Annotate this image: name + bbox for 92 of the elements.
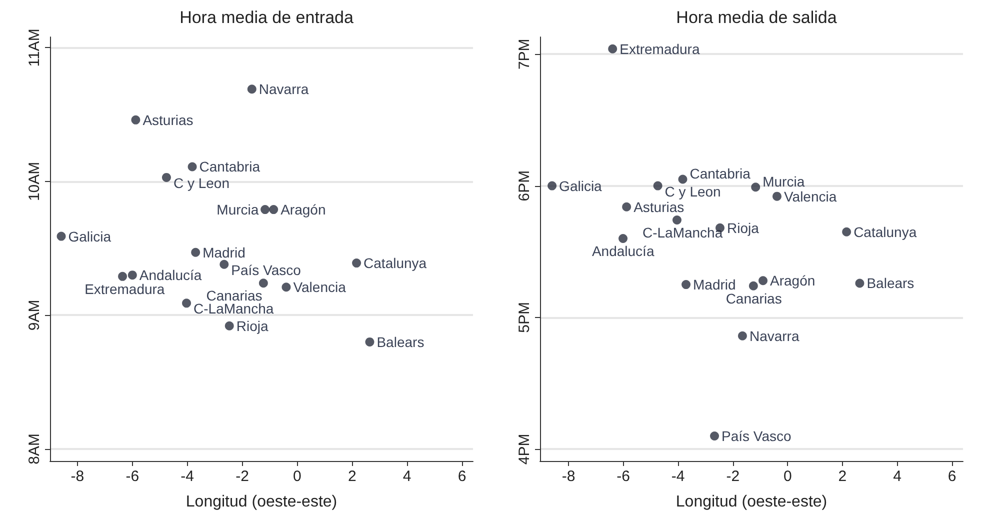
point — [365, 337, 374, 346]
annotation: Balears — [376, 334, 424, 350]
point — [282, 282, 291, 292]
annotation: Cantabria — [199, 158, 260, 175]
annotation: Canarias — [726, 290, 782, 306]
x-tick-label: 2 — [348, 468, 356, 485]
annotation: Madrid — [693, 276, 736, 293]
annotation: Catalunya — [364, 255, 427, 272]
annotation: Asturias — [634, 198, 684, 215]
point — [220, 260, 229, 269]
annotation: Murcia — [762, 174, 805, 190]
x-tick-label: -8 — [562, 468, 576, 485]
point — [56, 232, 66, 241]
annotation: Balears — [866, 275, 914, 292]
annotation: Galicia — [68, 228, 112, 244]
chart-title: Hora media de salida — [676, 8, 838, 27]
x-tick-label: -4 — [671, 468, 685, 485]
y-tick-label: 8AM — [26, 434, 43, 464]
annotation: Valencia — [784, 188, 837, 204]
point — [748, 281, 758, 290]
annotation: Andalucía — [592, 242, 654, 259]
x-tick-label: 4 — [893, 468, 902, 485]
point — [618, 234, 628, 243]
x-tick-label: 2 — [838, 468, 847, 485]
point — [608, 44, 618, 54]
annotation: Aragón — [280, 202, 326, 218]
annotation: Andalucía — [139, 267, 202, 284]
point — [188, 162, 197, 172]
point — [269, 205, 278, 214]
point — [682, 280, 691, 290]
point — [247, 84, 256, 94]
x-tick-label: 0 — [293, 468, 302, 485]
annotation: C y Leon — [173, 174, 230, 191]
y-tick-label: 11AM — [26, 28, 43, 67]
point — [258, 278, 268, 288]
x-tick-label: 6 — [948, 468, 956, 485]
y-tick-label: 9AM — [26, 300, 43, 331]
annotation: País Vasco — [722, 428, 792, 444]
annotation: Rioja — [726, 220, 760, 236]
point — [131, 115, 140, 124]
x-tick-label: -2 — [236, 468, 249, 485]
point — [548, 181, 557, 190]
annotation: Rioja — [236, 318, 268, 334]
point — [678, 174, 688, 184]
y-tick-label: 10AM — [26, 162, 43, 202]
x-tick-label: -6 — [616, 468, 630, 485]
y-tick-label: 6PM — [516, 170, 533, 202]
annotation: Extremadura — [620, 40, 700, 57]
point — [758, 276, 768, 286]
point — [260, 205, 270, 214]
annotation: Galicia — [559, 178, 602, 194]
annotation: Navarra — [258, 81, 309, 98]
point — [738, 331, 747, 340]
point — [118, 272, 128, 281]
x-tick-label: -6 — [126, 468, 140, 485]
point — [653, 181, 662, 190]
x-axis-title: Longitud (oeste-este) — [186, 494, 338, 510]
point — [751, 182, 760, 192]
y-tick-label: 4PM — [516, 434, 533, 465]
annotation: Murcia — [216, 202, 259, 218]
point — [772, 192, 782, 201]
y-tick-label: 7PM — [516, 38, 533, 70]
x-tick-label: -4 — [180, 468, 194, 485]
point — [352, 258, 362, 268]
point — [182, 298, 192, 308]
annotation: Navarra — [749, 328, 800, 344]
annotation: Asturias — [142, 112, 194, 128]
annotation: Aragón — [770, 272, 816, 289]
point — [855, 278, 864, 288]
x-axis-title: Longitud (oeste-este) — [676, 494, 828, 510]
x-tick-label: 4 — [402, 468, 412, 485]
annotation: Madrid — [202, 244, 246, 260]
point — [710, 431, 720, 440]
x-tick-label: 0 — [783, 468, 792, 485]
y-tick-label: 5PM — [516, 302, 533, 333]
annotation: C y Leon — [664, 183, 721, 200]
x-tick-label: 6 — [458, 468, 466, 485]
annotation: Extremadura — [84, 280, 165, 297]
point — [224, 321, 234, 330]
annotation: Cantabria — [690, 166, 751, 182]
annotation: Catalunya — [854, 224, 917, 240]
point — [842, 227, 852, 236]
point — [622, 202, 632, 212]
point — [128, 270, 137, 280]
x-tick-label: -2 — [726, 468, 740, 485]
point — [162, 172, 171, 182]
x-tick-label: -8 — [70, 468, 84, 485]
annotation: País Vasco — [231, 262, 302, 278]
point — [672, 216, 682, 225]
annotation: Valencia — [293, 279, 346, 296]
point — [191, 248, 200, 257]
chart-title: Hora media de entrada — [180, 8, 354, 27]
